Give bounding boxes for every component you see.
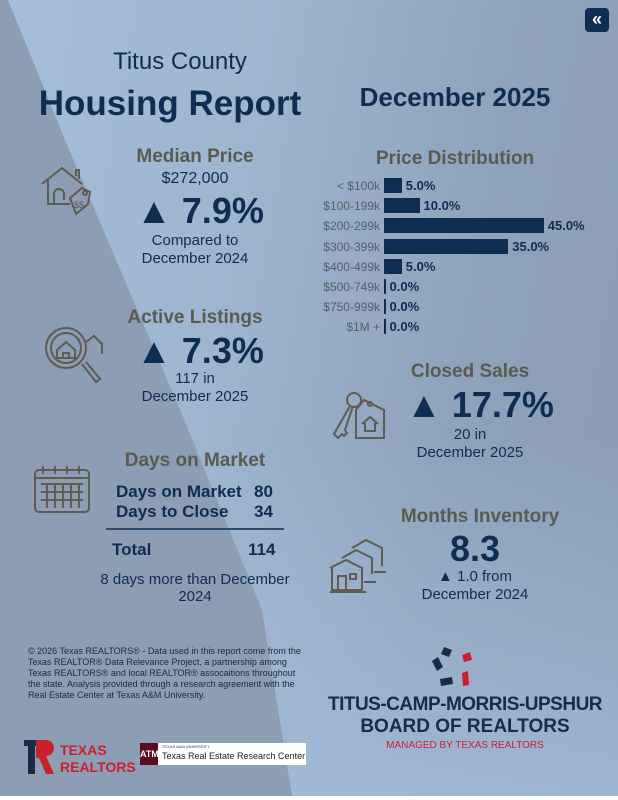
active-listings-change: ▲ 7.3% bbox=[136, 330, 264, 371]
svg-text:$$: $$ bbox=[74, 200, 84, 210]
bar bbox=[384, 258, 402, 274]
bar-category-label: $750-999k bbox=[323, 300, 380, 315]
closed-sales-note-1: 20 in bbox=[453, 426, 487, 443]
divider bbox=[106, 528, 284, 530]
bar bbox=[384, 238, 509, 254]
median-price-note-1: Compared to bbox=[151, 232, 239, 249]
bar bbox=[384, 178, 402, 193]
total-label: Total bbox=[112, 540, 152, 559]
county-name: Titus County bbox=[113, 48, 247, 75]
median-price-note-2: December 2024 bbox=[141, 250, 249, 267]
house-price-tag-icon: $$ bbox=[40, 162, 96, 223]
months-inventory-note-1: ▲ 1.0 from bbox=[437, 568, 513, 585]
median-price-change: ▲ 7.9% bbox=[136, 190, 264, 231]
bar-category-label: < $100k bbox=[336, 179, 380, 193]
dom-value: 80 bbox=[254, 482, 273, 501]
closed-sales-change: ▲ 17.7% bbox=[406, 384, 554, 425]
board-managed-by: MANAGED BY TEXAS REALTORS bbox=[386, 740, 544, 751]
double-chevron-left-icon: « bbox=[591, 9, 602, 29]
bar-row: $300-399k 35.0% bbox=[300, 238, 600, 255]
closed-sales-heading: Closed Sales bbox=[410, 361, 530, 382]
board-name-line2: BOARD OF REALTORS bbox=[360, 716, 570, 737]
houses-row-icon bbox=[328, 536, 390, 599]
bar-value-label: 5.0% bbox=[405, 178, 436, 193]
board-star-logo bbox=[432, 647, 482, 689]
texas-realtors-logo: TEXAS REALTORS bbox=[24, 740, 136, 775]
days-on-market-note: 8 days more than December 2024 bbox=[100, 571, 290, 605]
magnifier-house-icon bbox=[44, 326, 104, 393]
bar-category-label: $1M + bbox=[346, 320, 380, 335]
dom-label: Days on Market bbox=[116, 482, 242, 501]
bar-row: $500-749k 0.0% bbox=[300, 279, 600, 295]
months-inventory-value: 8.3 bbox=[449, 528, 501, 569]
median-price-value: $272,000 bbox=[161, 170, 229, 187]
tamu-logo: ATM TEXAS A&M UNIVERSITY Texas Real Esta… bbox=[140, 743, 306, 765]
disclaimer: © 2026 Texas REALTORS® - Data used in th… bbox=[28, 646, 301, 700]
bar-category-label: $300-399k bbox=[323, 239, 380, 254]
tamu-small-text: TEXAS A&M UNIVERSITY bbox=[162, 744, 210, 749]
bar bbox=[384, 279, 386, 294]
active-listings-heading: Active Listings bbox=[127, 307, 263, 328]
bar-value-label: 35.0% bbox=[512, 238, 550, 254]
bar-value-label: 0.0% bbox=[389, 279, 420, 294]
days-on-market-heading: Days on Market bbox=[124, 450, 266, 471]
bar bbox=[384, 218, 544, 234]
page-title: Housing Report bbox=[38, 84, 302, 123]
dtc-label: Days to Close bbox=[116, 502, 229, 521]
median-price-heading: Median Price bbox=[136, 146, 254, 167]
bar bbox=[384, 319, 386, 335]
bar-category-label: $400-499k bbox=[323, 259, 380, 274]
months-inventory-heading: Months Inventory bbox=[400, 506, 560, 527]
tamu-text: Texas Real Estate Research Center bbox=[162, 751, 306, 761]
bar-category-label: $500-749k bbox=[323, 280, 380, 294]
bar-row: $200-299k 45.0% bbox=[300, 218, 600, 234]
bar-category-label: $100-199k bbox=[323, 199, 380, 214]
dtc-value: 34 bbox=[254, 502, 273, 521]
report-period: December 2025 bbox=[359, 82, 551, 112]
bar-value-label: 45.0% bbox=[547, 218, 585, 234]
total-value: 114 bbox=[248, 540, 276, 559]
closed-sales-note-2: December 2025 bbox=[416, 444, 524, 461]
svg-text:REALTORS: REALTORS bbox=[60, 759, 136, 774]
bar-row: $1M + 0.0% bbox=[300, 319, 600, 335]
bar-row: < $100k 5.0% bbox=[300, 178, 600, 194]
board-name-line1: TITUS-CAMP-MORRIS-UPSHUR bbox=[327, 694, 603, 715]
bar-value-label: 0.0% bbox=[389, 299, 420, 315]
key-house-tag-icon bbox=[330, 390, 392, 451]
collapse-button[interactable]: « bbox=[585, 8, 609, 32]
price-distribution-heading: Price Distribution bbox=[375, 148, 535, 169]
active-listings-note-2: December 2025 bbox=[141, 388, 249, 405]
bar bbox=[384, 299, 386, 315]
calendar-icon bbox=[33, 464, 91, 519]
active-listings-note-1: 117 in bbox=[175, 370, 215, 387]
bar-row: $400-499k 5.0% bbox=[300, 258, 600, 275]
bar-row: $100-199k 10.0% bbox=[300, 198, 600, 214]
svg-text:TEXAS: TEXAS bbox=[60, 742, 107, 758]
bar bbox=[384, 198, 420, 214]
bar-row: $750-999k 0.0% bbox=[300, 299, 600, 315]
bar-value-label: 5.0% bbox=[405, 258, 436, 274]
bar-category-label: $200-299k bbox=[323, 219, 380, 234]
bar-value-label: 10.0% bbox=[423, 198, 461, 214]
bar-value-label: 0.0% bbox=[389, 319, 420, 335]
months-inventory-note-2: December 2024 bbox=[421, 586, 529, 603]
